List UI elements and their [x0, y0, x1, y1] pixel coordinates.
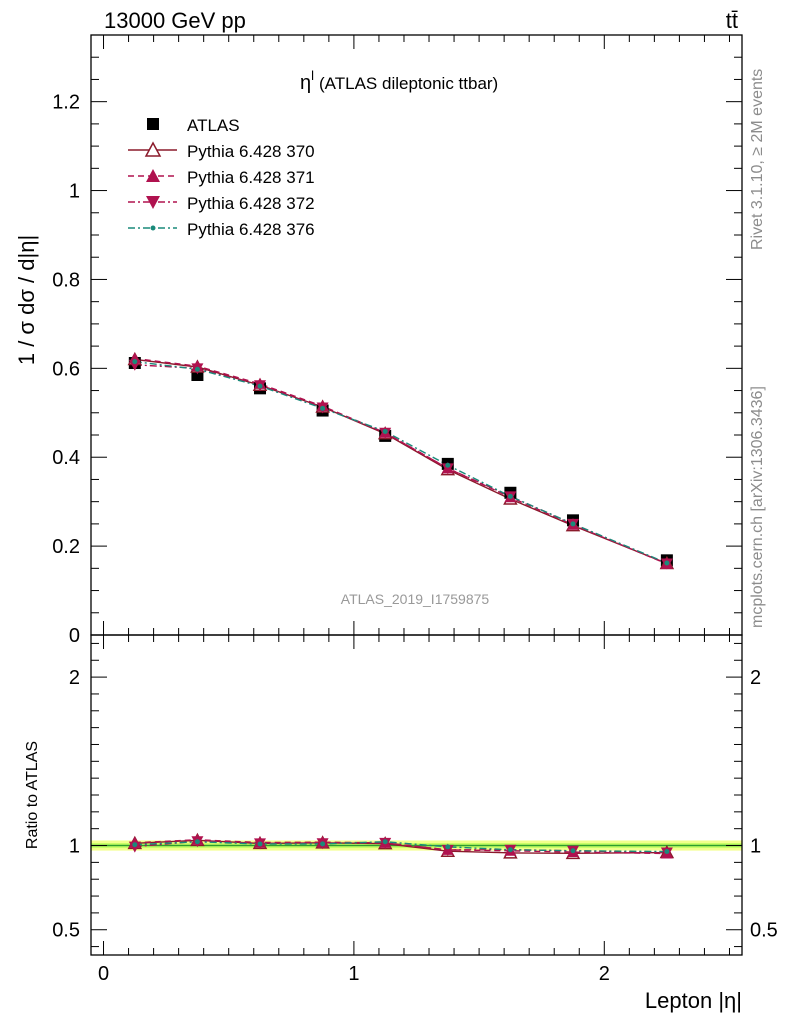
legend-marker — [144, 141, 162, 157]
series-point-ratio — [445, 844, 451, 850]
x-tick-label: 0 — [98, 963, 109, 985]
legend-marker-atlas — [147, 118, 159, 130]
legend: ATLAS Pythia 6.428 370 Pythia 6.428 371 Pyt… — [128, 116, 315, 239]
y-tick-label: 0 — [69, 625, 80, 647]
series-point-ratio — [570, 848, 576, 854]
series-point-main — [441, 463, 454, 475]
legend-label: Pythia 6.428 371 — [187, 168, 315, 187]
series-point-main — [132, 359, 138, 365]
legend-label: Pythia 6.428 376 — [187, 220, 315, 239]
y-tick-label: 1 — [69, 181, 80, 203]
ratio-band — [91, 840, 742, 851]
ratio-tick-label-right: 2 — [750, 667, 761, 689]
chart-title-suffix: (ATLAS dileptonic ttbar) — [319, 74, 498, 93]
x-axis-label: Lepton |η| — [645, 988, 742, 1013]
chart-title: ηl (ATLAS dileptonic ttbar) — [300, 68, 498, 94]
series-point-ratio — [194, 839, 200, 845]
axes: 0 1 2 0 0.2 0.4 0.6 0.8 1 1.2 0.5 0.5 1 1 2 2 — [52, 34, 778, 985]
ratio-axis-label: Ratio to ATLAS — [24, 741, 41, 849]
ratio-tick-label-right: 1 — [750, 836, 761, 858]
series-point-main — [194, 366, 200, 372]
series-point-ratio — [382, 839, 388, 845]
y-tick-label: 0.4 — [52, 447, 80, 469]
y-tick-label: 0.2 — [52, 536, 80, 558]
energy-label: 13000 GeV pp — [104, 8, 246, 33]
y-tick-label: 1.2 — [52, 92, 80, 114]
ratio-tick-label-left: 1 — [69, 836, 80, 858]
series-line-main — [134, 360, 668, 564]
series-point-main — [570, 521, 576, 527]
legend-marker — [150, 225, 156, 231]
rivet-label: Rivet 3.1.10, ≥ 2M events — [749, 69, 766, 250]
legend-marker — [146, 169, 160, 182]
y-tick-label: 0.6 — [52, 358, 80, 380]
legend-marker — [146, 196, 160, 209]
y-tick-label: 0.8 — [52, 269, 80, 291]
ratio-plot-frame — [90, 634, 743, 956]
series-point-main — [382, 428, 388, 434]
series-markers — [127, 351, 675, 860]
legend-label: Pythia 6.428 370 — [187, 142, 315, 161]
ratio-tick-label-left: 0.5 — [52, 920, 80, 942]
ratio-tick-label-right: 0.5 — [750, 920, 778, 942]
series-point-ratio — [132, 842, 138, 848]
series-point-ratio — [257, 841, 263, 847]
chart-title-superscript: l — [311, 68, 314, 83]
ratio-tick-label-left: 2 — [69, 667, 80, 689]
analysis-id: ATLAS_2019_I1759875 — [341, 591, 490, 607]
series-line-main — [134, 357, 668, 565]
series-point-ratio — [664, 849, 670, 855]
series-point-main — [257, 383, 263, 389]
series-point-ratio — [507, 847, 513, 853]
series-line-main — [134, 358, 668, 565]
legend-label: Pythia 6.428 372 — [187, 194, 315, 213]
series-line-main — [134, 364, 668, 565]
process-label: tt̄ — [726, 8, 738, 33]
y-axis-label: 1 / σ dσ / d|η| — [14, 235, 39, 365]
series-point-main — [320, 405, 326, 411]
mcplots-label: mcplots.cern.ch [arXiv:1306.3436] — [749, 386, 766, 628]
x-tick-label: 1 — [348, 963, 359, 985]
chart-title-main: η — [300, 72, 311, 94]
series-point-ratio — [441, 844, 454, 856]
x-tick-label: 2 — [599, 963, 610, 985]
series-point-main — [445, 462, 451, 468]
series-point-ratio — [320, 841, 326, 847]
series-point-main — [128, 359, 141, 371]
series-point-main — [664, 560, 670, 566]
legend-label-atlas: ATLAS — [187, 116, 240, 135]
series-point-main — [507, 493, 513, 499]
